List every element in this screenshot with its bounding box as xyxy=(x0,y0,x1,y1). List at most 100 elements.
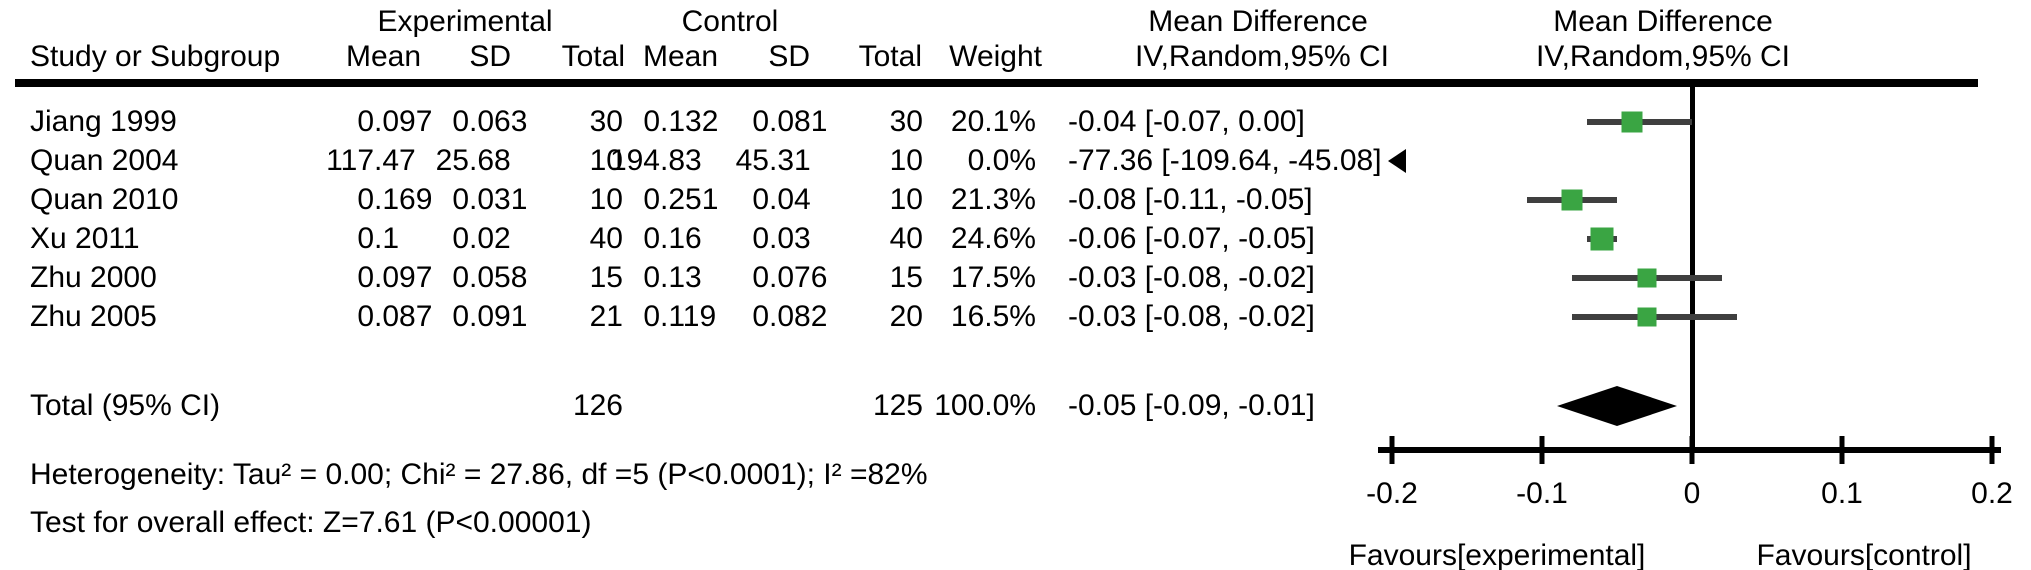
ctrl-sd-frac: .076 xyxy=(769,261,828,294)
effect-square xyxy=(1561,189,1583,211)
favours-left-label: Favours[experimental] xyxy=(1348,539,1646,570)
col-group-experimental: Experimental xyxy=(377,5,553,38)
ctrl-mean-frac: .119 xyxy=(660,300,717,333)
effect-square xyxy=(1590,227,1614,251)
offscale-left-arrow xyxy=(1388,149,1406,173)
zero-line xyxy=(1690,87,1695,450)
study-name: Quan 2010 xyxy=(30,183,179,216)
ctrl-sd-frac: .082 xyxy=(769,300,828,333)
ctrl-total-value: 10 xyxy=(889,183,923,216)
ctrl-mean-frac: .251 xyxy=(660,183,719,216)
exp-sd-int: 0 xyxy=(452,261,469,294)
weight-value: 21.3% xyxy=(950,183,1036,216)
ci-text-value: -77.36 [-109.64, -45.08] xyxy=(1068,144,1382,177)
exp-sd-frac: .031 xyxy=(469,183,528,216)
exp-sd-int: 0 xyxy=(452,183,469,216)
total-ci-text: -0.05 [-0.09, -0.01] xyxy=(1068,389,1315,422)
exp-sd-int: 0 xyxy=(452,222,469,255)
ctrl-mean-frac: .16 xyxy=(660,222,702,255)
ci-text-value: -0.03 [-0.08, -0.02] xyxy=(1068,261,1315,294)
effect-square xyxy=(1637,268,1657,288)
col-header-exp-total: Total xyxy=(561,40,625,73)
weight-value: 17.5% xyxy=(950,261,1036,294)
exp-mean-int: 0 xyxy=(357,300,374,333)
exp-sd-frac: .058 xyxy=(469,261,528,294)
exp-mean-int: 0 xyxy=(357,105,374,138)
exp-sd-frac: .091 xyxy=(469,300,528,333)
ci-text-value: -0.06 [-0.07, -0.05] xyxy=(1068,222,1315,255)
ctrl-sd-int: 0 xyxy=(752,300,769,333)
x-axis-tick xyxy=(1539,436,1545,464)
exp-total-value: 30 xyxy=(589,105,623,138)
ci-text-value: -0.03 [-0.08, -0.02] xyxy=(1068,300,1315,333)
exp-mean-int: 0 xyxy=(357,222,374,255)
effect-square xyxy=(1621,111,1643,133)
ctrl-mean-frac: .13 xyxy=(660,261,702,294)
exp-mean-frac: .47 xyxy=(374,144,416,177)
ctrl-sd-frac: .03 xyxy=(769,222,811,255)
x-axis-tick-label: -0.2 xyxy=(1366,477,1418,510)
weight-value: 24.6% xyxy=(950,222,1036,255)
total-row-label: Total (95% CI) xyxy=(30,389,221,422)
ctrl-mean-frac: .83 xyxy=(660,144,702,177)
ctrl-sd-frac: .04 xyxy=(769,183,811,216)
ctrl-sd-frac: .31 xyxy=(769,144,811,177)
exp-total-value: 40 xyxy=(589,222,623,255)
total-diamond xyxy=(1557,386,1677,426)
ctrl-total-value: 15 xyxy=(889,261,923,294)
exp-sd-int: 0 xyxy=(452,105,469,138)
ctrl-total-value: 10 xyxy=(889,144,923,177)
ctrl-mean-int: 0 xyxy=(643,105,660,138)
ctrl-mean-int: 0 xyxy=(643,183,660,216)
col-header-ctrl-sd: SD xyxy=(768,40,810,73)
ci-text-value: -0.08 [-0.11, -0.05] xyxy=(1068,183,1313,216)
col-header-ctrl-mean: Mean xyxy=(642,40,718,73)
col-header-study: Study or Subgroup xyxy=(30,40,281,73)
col-header-method-plot: IV,Random,95% CI xyxy=(1535,40,1791,73)
ctrl-mean-int: 0 xyxy=(643,261,660,294)
ctrl-sd-int: 0 xyxy=(752,261,769,294)
x-axis-tick-label: 0.2 xyxy=(1971,477,2013,510)
ctrl-mean-int: 0 xyxy=(643,300,660,333)
study-name: Zhu 2005 xyxy=(30,300,157,333)
overall-effect-text: Test for overall effect: Z=7.61 (P<0.000… xyxy=(30,506,592,539)
exp-total-value: 15 xyxy=(589,261,623,294)
study-name: Zhu 2000 xyxy=(30,261,157,294)
effect-square xyxy=(1637,307,1657,327)
col-header-exp-sd: SD xyxy=(469,40,511,73)
exp-mean-frac: .087 xyxy=(374,300,433,333)
ctrl-mean-int: 194 xyxy=(609,144,660,177)
col-group-control: Control xyxy=(681,5,779,38)
weight-value: 16.5% xyxy=(950,300,1036,333)
exp-sd-frac: .063 xyxy=(469,105,528,138)
x-axis-tick xyxy=(1689,436,1695,464)
study-name: Xu 2011 xyxy=(30,222,140,255)
total-weight: 100.0% xyxy=(934,389,1036,422)
ctrl-mean-frac: .132 xyxy=(660,105,719,138)
exp-mean-frac: .097 xyxy=(374,105,433,138)
x-axis-tick-label: 0 xyxy=(1683,477,1701,510)
ctrl-sd-int: 45 xyxy=(735,144,769,177)
exp-sd-frac: .02 xyxy=(469,222,511,255)
col-header-weight: Weight xyxy=(949,40,1042,73)
col-header-exp-mean: Mean xyxy=(345,40,421,73)
ctrl-total-value: 20 xyxy=(889,300,923,333)
weight-value: 20.1% xyxy=(950,105,1036,138)
favours-right-label: Favours[control] xyxy=(1756,539,1972,570)
exp-mean-frac: .169 xyxy=(374,183,433,216)
ctrl-sd-int: 0 xyxy=(752,183,769,216)
x-axis-tick-label: 0.1 xyxy=(1821,477,1863,510)
ctrl-sd-frac: .081 xyxy=(769,105,828,138)
ctrl-total-value: 40 xyxy=(889,222,923,255)
ctrl-total-value: 30 xyxy=(889,105,923,138)
heterogeneity-text: Heterogeneity: Tau² = 0.00; Chi² = 27.86… xyxy=(30,458,928,491)
col-header-md-text: Mean Difference xyxy=(1148,5,1368,38)
exp-mean-int: 0 xyxy=(357,183,374,216)
ctrl-sd-int: 0 xyxy=(752,105,769,138)
study-name: Jiang 1999 xyxy=(30,105,177,138)
exp-mean-frac: .097 xyxy=(374,261,433,294)
exp-mean-frac: .1 xyxy=(374,222,400,255)
total-exp-total: 126 xyxy=(572,389,623,422)
col-header-ctrl-total: Total xyxy=(858,40,922,73)
